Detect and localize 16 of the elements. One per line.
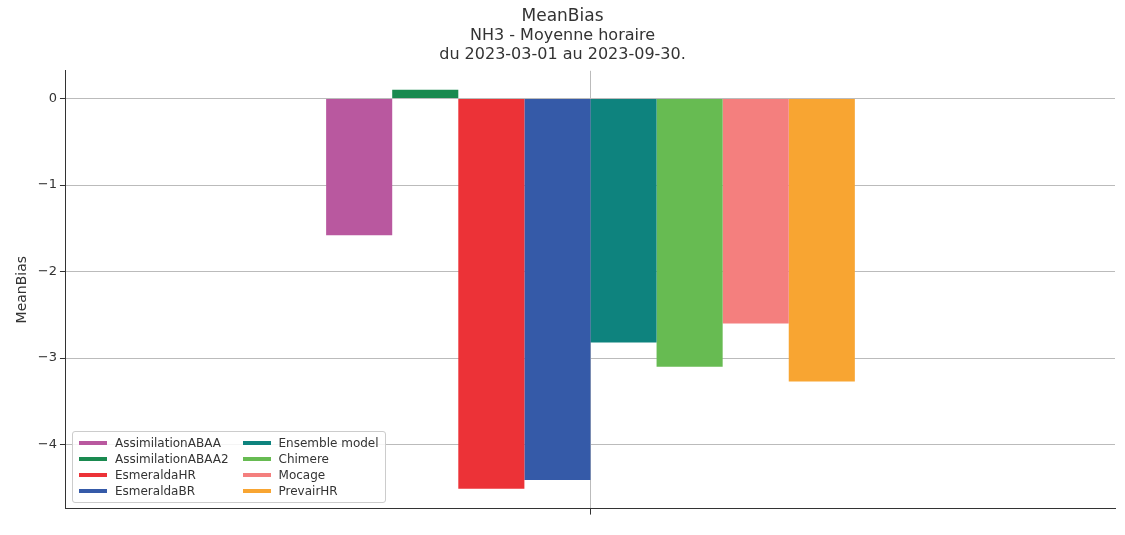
legend-label: EsmeraldaHR bbox=[114, 467, 196, 482]
y-tick-label: 0 bbox=[48, 89, 57, 105]
y-tick-label: −4 bbox=[37, 435, 57, 451]
y-axis-title: MeanBias bbox=[13, 255, 30, 324]
legend-label: Ensemble model bbox=[278, 435, 379, 450]
legend-label: AssimilationABAA2 bbox=[114, 451, 229, 466]
y-tick-label: −3 bbox=[37, 349, 57, 365]
chart-subtitle: NH3 - Moyenne horaire du 2023-03-01 au 2023-09-30. bbox=[439, 25, 686, 64]
legend-label: Mocage bbox=[278, 467, 326, 482]
y-tick-label: −1 bbox=[37, 176, 57, 192]
legend-label: AssimilationABAA bbox=[114, 435, 221, 450]
legend-label: EsmeraldaBR bbox=[114, 483, 196, 498]
legend-label: PrevairHR bbox=[278, 483, 338, 498]
legend-label: Chimere bbox=[278, 451, 329, 466]
y-tick-label: −2 bbox=[37, 262, 57, 278]
chart-title: MeanBias bbox=[521, 4, 604, 25]
